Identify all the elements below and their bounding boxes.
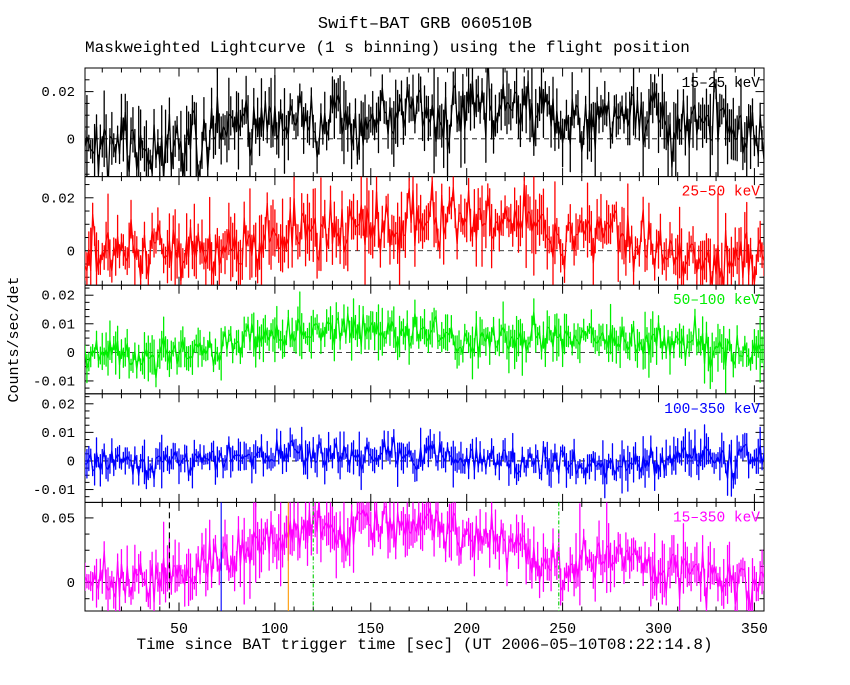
svg-text:100: 100 [261,621,288,638]
svg-text:0: 0 [67,346,75,362]
svg-text:0: 0 [67,454,75,470]
svg-text:250: 250 [549,621,576,638]
svg-text:15–350 keV: 15–350 keV [673,510,760,526]
svg-text:0.02: 0.02 [41,397,75,413]
svg-text:Swift–BAT GRB 060510B: Swift–BAT GRB 060510B [318,15,532,34]
svg-text:50–100 keV: 50–100 keV [673,293,760,309]
svg-text:Counts/sec/det: Counts/sec/det [6,276,23,402]
svg-text:0: 0 [67,576,75,592]
svg-text:-0.01: -0.01 [33,483,75,499]
svg-text:Time since BAT trigger time [s: Time since BAT trigger time [sec] (UT 20… [136,636,712,654]
svg-text:0.01: 0.01 [41,426,75,442]
svg-text:150: 150 [357,621,384,638]
svg-text:0: 0 [67,132,75,148]
svg-text:0.01: 0.01 [41,317,75,333]
svg-text:0.02: 0.02 [41,289,75,305]
svg-text:0.02: 0.02 [41,191,75,207]
svg-text:300: 300 [645,621,672,638]
svg-text:0: 0 [67,244,75,260]
svg-text:100–350 keV: 100–350 keV [664,402,760,418]
svg-text:0.05: 0.05 [41,511,75,527]
svg-text:15–25 keV: 15–25 keV [682,76,761,92]
svg-text:-0.01: -0.01 [33,374,75,390]
svg-text:0.02: 0.02 [41,85,75,101]
svg-text:Maskweighted Lightcurve (1 s b: Maskweighted Lightcurve (1 s binning) us… [85,39,690,57]
svg-text:25–50 keV: 25–50 keV [682,185,761,201]
svg-text:200: 200 [453,621,480,638]
svg-text:50: 50 [170,621,188,638]
svg-text:350: 350 [741,621,768,638]
